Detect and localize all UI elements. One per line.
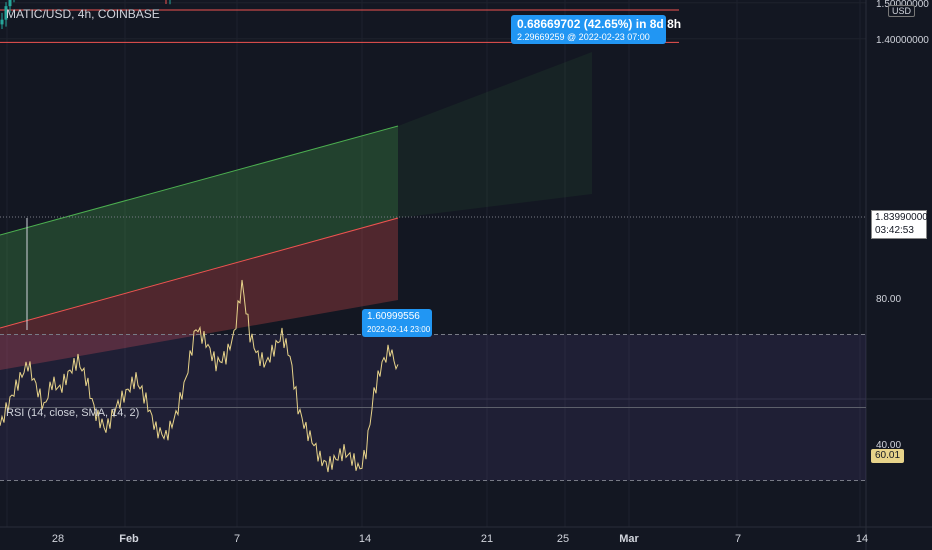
candle-body (0, 19, 4, 25)
rsi-tick-label: 80.00 (876, 294, 901, 305)
time-tick-label: Feb (119, 533, 139, 545)
low-date: 2022-02-14 23:00 (367, 325, 431, 334)
rsi-panel (0, 279, 866, 481)
price-axis: 2.400000002.300000002.200000002.10000000… (876, 0, 929, 451)
rsi-title[interactable]: RSI (14, close, SMA, 14, 2) (6, 407, 140, 419)
candles (0, 0, 171, 30)
channel-mid-line (0, 217, 399, 329)
channel-upper-fill (0, 126, 398, 328)
time-tick-label: 14 (359, 533, 371, 545)
time-tick-label: 7 (234, 533, 240, 545)
time-tick-label: 14 (856, 533, 868, 545)
bar-countdown: 03:42:53 (875, 225, 914, 236)
channel-projection-fill (398, 52, 592, 218)
price-tick-label: 1.50000000 (876, 0, 929, 10)
rsi-tick-label: 40.00 (876, 440, 901, 451)
symbol-title[interactable]: MATIC/USD, 4h, COINBASE (6, 7, 160, 21)
target-change: 0.68669702 (42.65%) in 8d 8h (517, 17, 682, 31)
rsi-value-label: 60.01 (871, 449, 904, 463)
candle-body (4, 6, 8, 20)
price-tick-label: 1.40000000 (876, 35, 929, 46)
target-price-date: 2.29669259 @ 2022-02-23 07:00 (517, 32, 650, 42)
current-price-label: 1.83990000 03:42:53 (871, 210, 928, 239)
target-label[interactable]: 0.68669702 (42.65%) in 8d 8h 2.29669259 … (511, 15, 681, 44)
candle-body (8, 0, 12, 7)
low-price: 1.60999556 (367, 311, 420, 322)
time-tick-label: 7 (735, 533, 741, 545)
low-label[interactable]: 1.60999556 2022-02-14 23:00 (362, 309, 432, 337)
regression-channel (0, 52, 592, 370)
time-tick-label: 21 (481, 533, 493, 545)
channel-lower-fill (0, 218, 398, 370)
time-tick-label: Mar (619, 533, 639, 545)
time-axis: 28 Feb 7 14 21 25 Mar 7 14 (52, 533, 868, 545)
time-tick-label: 25 (557, 533, 569, 545)
time-tick-label: 28 (52, 533, 64, 545)
currency-badge[interactable]: USD (888, 5, 916, 17)
current-price: 1.83990000 (875, 212, 928, 223)
rsi-line (0, 279, 399, 473)
